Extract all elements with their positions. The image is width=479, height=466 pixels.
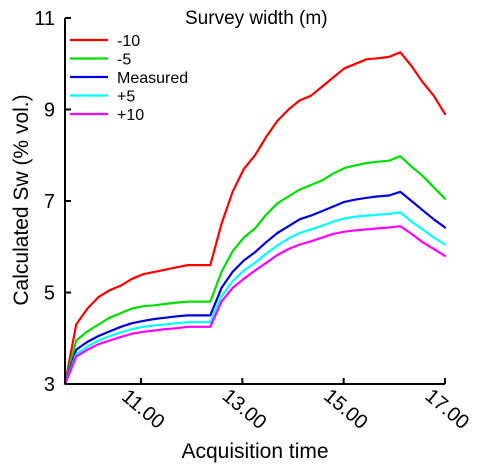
x-tick-label-2: 15.00 xyxy=(319,385,371,434)
y-tick-label-3: 9 xyxy=(44,100,55,122)
series-line-3 xyxy=(63,211,447,386)
y-tick-label-2: 7 xyxy=(44,191,55,213)
legend-label-4: +10 xyxy=(117,107,144,124)
series-line-0 xyxy=(63,51,447,386)
legend-label-0: -10 xyxy=(117,33,140,50)
series-layer xyxy=(63,51,447,386)
x-tick-label-0: 11.00 xyxy=(117,385,168,433)
y-axis-label: Calculated Sw (% vol.) xyxy=(10,94,33,305)
series-line-4 xyxy=(63,225,447,386)
x-tick-label-3: 17.00 xyxy=(421,385,473,434)
ticks-layer: 3 5 7 9 11 11.00 13.00 15.00 17.00 xyxy=(34,8,473,434)
series-line-1 xyxy=(63,155,447,386)
y-tick-label-1: 5 xyxy=(44,283,55,305)
x-tick-label-1: 13.00 xyxy=(218,385,270,434)
legend-title: Survey width (m) xyxy=(185,8,328,29)
series-line-2 xyxy=(63,190,447,386)
y-tick-label-4: 11 xyxy=(34,8,55,30)
legend-label-2: Measured xyxy=(117,70,188,87)
legend-label-3: +5 xyxy=(117,89,135,106)
y-tick-label-0: 3 xyxy=(44,374,55,396)
x-axis-label: Acquisition time xyxy=(181,440,328,463)
legend-label-1: -5 xyxy=(117,52,131,69)
